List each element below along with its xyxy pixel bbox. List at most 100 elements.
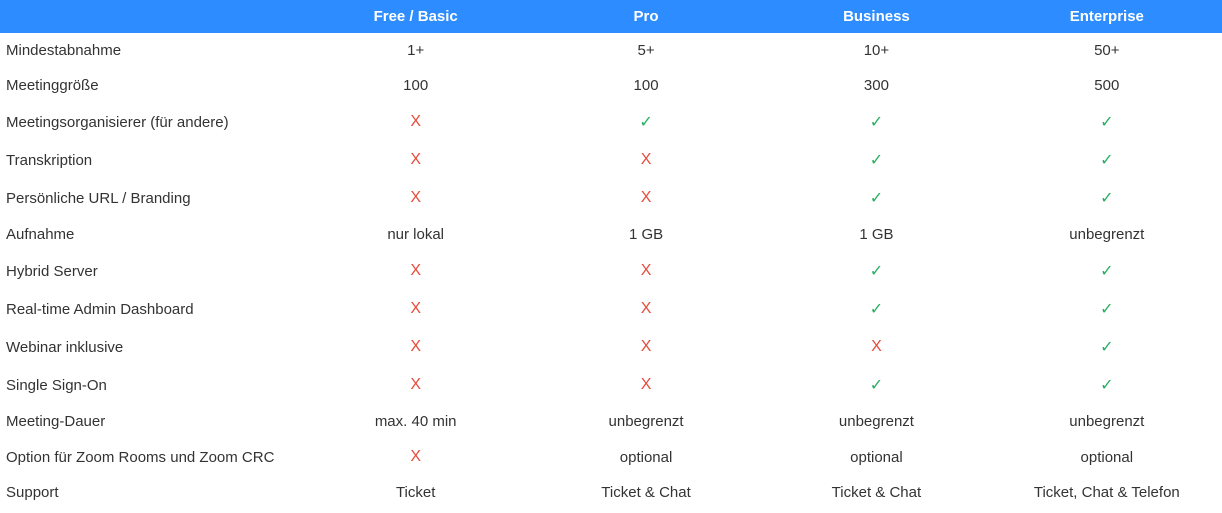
check-icon: ✓: [1100, 114, 1113, 131]
cross-icon: X: [410, 151, 421, 168]
feature-value: X: [300, 179, 530, 217]
table-row: Meetinggröße100100300500: [0, 68, 1222, 103]
check-icon: ✓: [870, 152, 883, 169]
feature-value: X: [531, 141, 761, 179]
cross-icon: X: [410, 448, 421, 465]
feature-value: Ticket: [300, 475, 530, 510]
feature-value: Ticket, Chat & Telefon: [992, 475, 1222, 510]
cross-icon: X: [410, 376, 421, 393]
feature-value: unbegrenzt: [761, 404, 991, 439]
feature-label: Persönliche URL / Branding: [0, 179, 300, 217]
header-pro: Pro: [531, 0, 761, 33]
feature-label: Webinar inklusive: [0, 328, 300, 366]
feature-value: ✓: [761, 103, 991, 141]
feature-value: 1 GB: [531, 217, 761, 252]
check-icon: ✓: [870, 190, 883, 207]
cross-icon: X: [410, 300, 421, 317]
feature-value: optional: [992, 439, 1222, 475]
feature-value: nur lokal: [300, 217, 530, 252]
feature-value: Ticket & Chat: [531, 475, 761, 510]
table-row: Meeting-Dauermax. 40 minunbegrenztunbegr…: [0, 404, 1222, 439]
feature-value: ✓: [761, 366, 991, 404]
feature-value: 50+: [992, 33, 1222, 68]
feature-value: max. 40 min: [300, 404, 530, 439]
feature-label: Mindestabnahme: [0, 33, 300, 68]
feature-value: X: [300, 103, 530, 141]
feature-value: unbegrenzt: [992, 404, 1222, 439]
check-icon: ✓: [870, 114, 883, 131]
feature-label: Option für Zoom Rooms und Zoom CRC: [0, 439, 300, 475]
check-icon: ✓: [870, 263, 883, 280]
feature-label: Meetingsorganisierer (für andere): [0, 103, 300, 141]
table-row: Mindestabnahme1+5+10+50+: [0, 33, 1222, 68]
feature-value: 10+: [761, 33, 991, 68]
feature-value: X: [300, 141, 530, 179]
feature-value: optional: [761, 439, 991, 475]
feature-value: X: [300, 290, 530, 328]
feature-value: ✓: [992, 103, 1222, 141]
table-row: Option für Zoom Rooms und Zoom CRC Xoptio…: [0, 439, 1222, 475]
feature-value: ✓: [992, 141, 1222, 179]
feature-value: X: [531, 290, 761, 328]
feature-value: X: [531, 179, 761, 217]
table-header-row: Free / Basic Pro Business Enterprise: [0, 0, 1222, 33]
table-body: Mindestabnahme1+5+10+50+Meetinggröße1001…: [0, 33, 1222, 510]
feature-value: X: [531, 328, 761, 366]
feature-value: ✓: [992, 366, 1222, 404]
feature-label: Real-time Admin Dashboard: [0, 290, 300, 328]
header-empty: [0, 0, 300, 33]
table-row: Real-time Admin DashboardXX✓✓: [0, 290, 1222, 328]
feature-label: Aufnahme: [0, 217, 300, 252]
table-row: Hybrid Server X X ✓ ✓: [0, 252, 1222, 290]
cross-icon: X: [410, 338, 421, 355]
feature-value: 100: [531, 68, 761, 103]
feature-value: ✓: [761, 141, 991, 179]
feature-value: ✓: [761, 179, 991, 217]
feature-value: X: [300, 328, 530, 366]
feature-value: X: [531, 252, 761, 290]
header-free-basic: Free / Basic: [300, 0, 530, 33]
header-enterprise: Enterprise: [992, 0, 1222, 33]
feature-value: 100: [300, 68, 530, 103]
header-business: Business: [761, 0, 991, 33]
feature-value: X: [300, 366, 530, 404]
table-row: Meetingsorganisierer (für andere) X ✓ ✓ ✓: [0, 103, 1222, 141]
feature-value: optional: [531, 439, 761, 475]
feature-label: Single Sign-On: [0, 366, 300, 404]
check-icon: ✓: [1100, 263, 1113, 280]
feature-label: Meetinggröße: [0, 68, 300, 103]
feature-value: 1+: [300, 33, 530, 68]
feature-value: X: [531, 366, 761, 404]
feature-value: ✓: [992, 179, 1222, 217]
cross-icon: X: [410, 262, 421, 279]
feature-value: unbegrenzt: [992, 217, 1222, 252]
table-row: SupportTicketTicket & ChatTicket & ChatT…: [0, 475, 1222, 510]
feature-value: unbegrenzt: [531, 404, 761, 439]
feature-label: Meeting-Dauer: [0, 404, 300, 439]
cross-icon: X: [410, 113, 421, 130]
check-icon: ✓: [1100, 301, 1113, 318]
table-row: Single Sign-On X X ✓ ✓: [0, 366, 1222, 404]
feature-value: ✓: [531, 103, 761, 141]
cross-icon: X: [641, 151, 652, 168]
check-icon: ✓: [870, 377, 883, 394]
feature-value: 5+: [531, 33, 761, 68]
check-icon: ✓: [1100, 190, 1113, 207]
feature-value: ✓: [992, 252, 1222, 290]
feature-label: Transkription: [0, 141, 300, 179]
cross-icon: X: [641, 262, 652, 279]
cross-icon: X: [641, 338, 652, 355]
feature-label: Support: [0, 475, 300, 510]
table-row: Transkription X X ✓ ✓: [0, 141, 1222, 179]
cross-icon: X: [641, 376, 652, 393]
feature-value: ✓: [992, 290, 1222, 328]
check-icon: ✓: [1100, 377, 1113, 394]
table-row: Persönliche URL / BrandingXX✓✓: [0, 179, 1222, 217]
table-row: Aufnahmenur lokal1 GB1 GBunbegrenzt: [0, 217, 1222, 252]
cross-icon: X: [641, 300, 652, 317]
cross-icon: X: [871, 338, 882, 355]
feature-label: Hybrid Server: [0, 252, 300, 290]
feature-value: 1 GB: [761, 217, 991, 252]
feature-value: 500: [992, 68, 1222, 103]
feature-value: Ticket & Chat: [761, 475, 991, 510]
